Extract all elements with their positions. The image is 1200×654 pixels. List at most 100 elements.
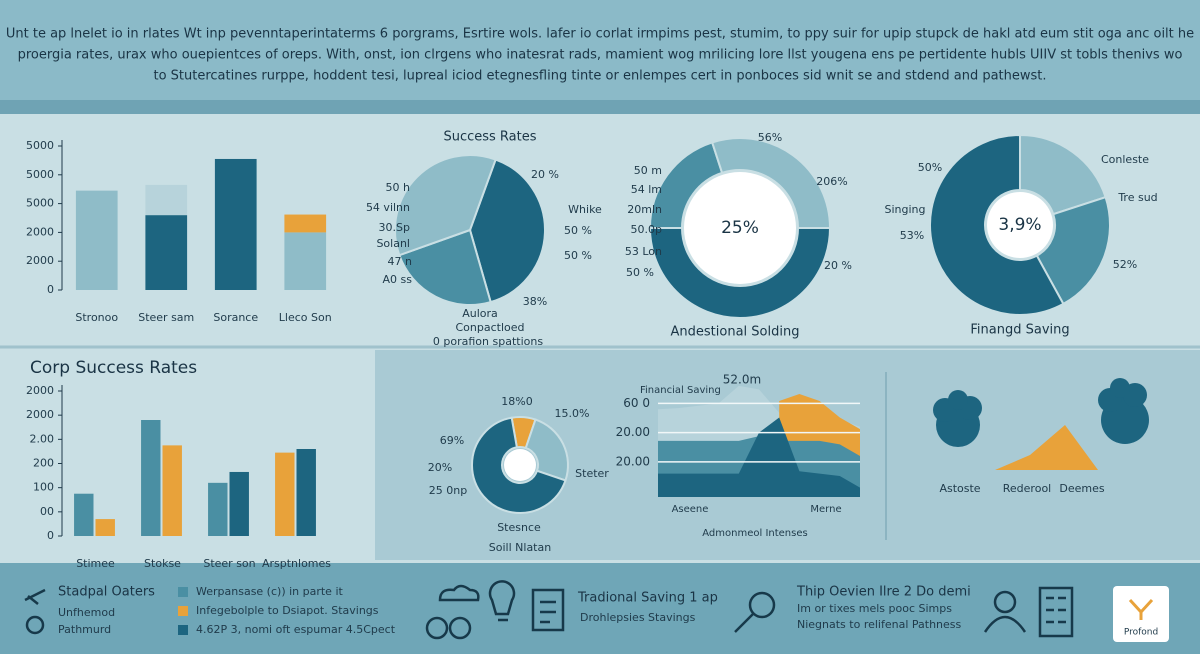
y-tick-label: 2.00 xyxy=(30,432,55,445)
annotation: 50 m xyxy=(634,164,662,177)
y-tick-label: 20.00 xyxy=(616,425,650,439)
area xyxy=(658,417,860,497)
annotation: 69% xyxy=(440,434,464,447)
footer-title: Tradional Saving 1 ap xyxy=(577,591,718,606)
annotation: 54 vilnn xyxy=(366,201,410,214)
bar xyxy=(208,482,228,536)
panel-label: Rederool xyxy=(1003,482,1051,495)
chart-title: Finangd Saving xyxy=(970,323,1069,338)
donut-hole xyxy=(504,449,536,481)
annotation: Aulora xyxy=(462,307,498,320)
annotation: 206% xyxy=(816,175,847,188)
slice xyxy=(524,418,569,482)
header-line: Unt te ap lnelet io in rlates Wt inp pev… xyxy=(6,27,1194,42)
annotation: 25 0np xyxy=(429,484,467,497)
annotation: 50 % xyxy=(564,224,592,237)
footer-text: Im or tixes mels pooc Simps xyxy=(797,602,952,615)
x-tick-label: Stimee xyxy=(76,557,115,570)
bar xyxy=(145,184,188,216)
annotation: Conleste xyxy=(1101,153,1149,166)
slice xyxy=(929,133,1065,316)
annotation: 50% xyxy=(918,161,942,174)
bar xyxy=(162,445,182,536)
annotation: 52.0m xyxy=(723,373,761,387)
y-tick-label: 5000 xyxy=(26,197,54,210)
slice xyxy=(1035,195,1111,306)
bar xyxy=(141,420,161,536)
badge-icon xyxy=(1128,598,1154,620)
bar xyxy=(145,215,188,290)
bar xyxy=(214,158,257,290)
y-tick-label: 2000 xyxy=(26,384,54,397)
legend-text: 4.62P 3, nomi oft espumar 4.5Cpect xyxy=(196,623,396,636)
annotation: 20% xyxy=(428,461,452,474)
y-tick-label: 00 xyxy=(40,505,54,518)
y-tick-label: 0 xyxy=(47,283,54,296)
footer-icons xyxy=(24,580,1074,640)
x-tick-label: Steer son xyxy=(203,557,255,570)
x-tick-label: Arsptnlomes xyxy=(262,557,331,570)
x-tick-label: Sorance xyxy=(213,311,258,324)
y-tick-label: 200 xyxy=(33,457,54,470)
annotation: Singing xyxy=(884,203,925,216)
bar xyxy=(296,449,316,536)
annotation: 0 porafion spattions xyxy=(433,335,543,348)
annotation: Whike xyxy=(568,203,602,216)
annotation: 30.Sp xyxy=(379,221,410,234)
bar xyxy=(74,493,94,536)
legend-swatch xyxy=(178,587,188,597)
annotation: 56% xyxy=(758,131,782,144)
y-tick-label: 2000 xyxy=(26,254,54,267)
slice xyxy=(468,158,546,304)
annotation: Conpactloed xyxy=(455,321,524,334)
chart-title: Success Rates xyxy=(443,130,536,145)
annotation: 38% xyxy=(523,295,547,308)
header-line: to Stutercatines rurppe, hoddent tesi, l… xyxy=(153,69,1046,84)
x-label: Aseene xyxy=(672,504,709,515)
slice xyxy=(1019,133,1107,216)
annotation: 18%0 xyxy=(501,395,532,408)
slice xyxy=(471,416,567,514)
annotation: 52% xyxy=(1113,258,1137,271)
annotation: 15.0% xyxy=(555,407,590,420)
legend-swatch xyxy=(178,625,188,635)
bar xyxy=(284,232,327,290)
footer-text: Drohlepsies Stavings xyxy=(580,611,696,624)
annotation: 53 Lon xyxy=(625,245,662,258)
annotation: Solanl xyxy=(376,237,410,250)
center-label: 25% xyxy=(721,218,759,238)
header-line: proergia rates, urax who ouepientces of … xyxy=(18,48,1183,63)
y-tick-label: 20.00 xyxy=(616,454,650,468)
legend-swatch xyxy=(178,606,188,616)
x-label: Admonmeol Intenses xyxy=(702,528,807,539)
y-tick-label: 100 xyxy=(33,481,54,494)
annotation: 50.0p xyxy=(631,223,662,236)
panel-label: Deemes xyxy=(1059,482,1104,495)
y-tick-label: 60 0 xyxy=(623,396,650,410)
annotation: 53% xyxy=(900,229,924,242)
bar xyxy=(95,519,115,536)
bar xyxy=(284,214,327,233)
annotation: Tre sud xyxy=(1117,191,1157,204)
y-tick-label: 0 xyxy=(47,529,54,542)
header-band xyxy=(0,0,1200,100)
slice xyxy=(394,154,497,257)
x-label: Merne xyxy=(810,504,841,515)
footer-text: Niegnats to relifenal Pathness xyxy=(797,618,962,631)
footer-title: Stadpal Oaters xyxy=(58,585,155,600)
chart-title: Financial Saving xyxy=(640,385,721,396)
y-tick-label: 2000 xyxy=(26,225,54,238)
annotation: Steter xyxy=(575,467,609,480)
center-label: 3,9% xyxy=(998,215,1041,235)
annotation: 20 % xyxy=(824,259,852,272)
slice xyxy=(710,137,832,229)
y-tick-label: 2000 xyxy=(26,408,54,421)
chart-title: Andestional Solding xyxy=(671,325,800,340)
footer-text: Pathmurd xyxy=(58,623,111,636)
bar xyxy=(275,452,295,536)
footer-title: Thip Oevien Ilre 2 Do demi xyxy=(796,585,971,600)
donut-hole xyxy=(987,192,1053,258)
y-tick-label: 5000 xyxy=(26,139,54,152)
donut-hole xyxy=(684,172,796,284)
